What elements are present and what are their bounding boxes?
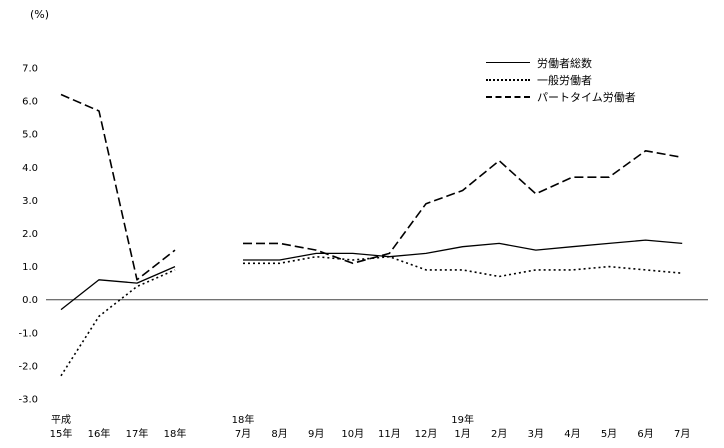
y-axis-tick-label: -2.0: [18, 361, 38, 372]
x-axis-tick-label: 7月: [235, 428, 251, 440]
x-axis-era-label: 平成: [51, 414, 71, 426]
x-axis-era-label: 19年: [451, 413, 474, 426]
legend-item-parttime-workers: パートタイム労働者: [486, 90, 636, 104]
legend-item-general-workers: 一般労働者: [486, 73, 636, 87]
y-axis-tick-label: 5.0: [22, 130, 38, 141]
solid-line-icon: [486, 62, 530, 63]
x-axis-tick-label: 2月: [491, 428, 507, 440]
x-axis-tick-label: 8月: [271, 428, 287, 440]
x-axis-tick-label: 1月: [454, 428, 470, 440]
x-axis-era-label: 18年: [232, 413, 255, 426]
series-line-solid: [243, 239, 683, 261]
y-axis-tick-label: -1.0: [18, 328, 38, 339]
series-line-dashed: [60, 93, 176, 281]
series-line-dashed: [243, 150, 683, 265]
y-axis-tick-label: 4.0: [22, 163, 38, 174]
x-axis-tick-label: 18年: [164, 427, 187, 440]
chart-legend: 労働者総数 一般労働者 パートタイム労働者: [486, 56, 636, 104]
x-axis-tick-label: 15年: [50, 427, 73, 440]
x-axis-tick-label: 5月: [601, 428, 617, 440]
series-line-dotted: [243, 255, 683, 278]
x-axis-tick-label: 16年: [88, 427, 111, 440]
y-axis-tick-label: 6.0: [22, 97, 38, 108]
y-axis-tick-label: -3.0: [18, 395, 38, 406]
x-axis-tick-label: 12月: [415, 428, 438, 440]
y-axis-tick-label: 3.0: [22, 196, 38, 207]
dotted-line-icon: [486, 78, 530, 81]
x-axis-tick-label: 4月: [564, 428, 580, 440]
x-axis-tick-label: 6月: [637, 428, 653, 440]
legend-label-parttime-workers: パートタイム労働者: [537, 90, 636, 104]
y-axis-tick-label: 2.0: [22, 229, 38, 240]
x-axis-tick-label: 3月: [528, 428, 544, 440]
series-line-dotted: [60, 269, 176, 377]
legend-item-total-workers: 労働者総数: [486, 56, 636, 70]
x-axis-tick-label: 9月: [308, 428, 324, 440]
legend-label-total-workers: 労働者総数: [537, 56, 592, 70]
y-axis-tick-label: 1.0: [22, 262, 38, 273]
y-axis-tick-label: 7.0: [22, 64, 38, 75]
y-axis-unit-label: (%): [30, 8, 50, 21]
y-axis-tick-label: 0.0: [22, 295, 38, 306]
legend-label-general-workers: 一般労働者: [537, 73, 592, 87]
x-axis-tick-label: 7月: [674, 428, 690, 440]
x-axis-tick-label: 10月: [341, 428, 364, 440]
series-line-solid: [60, 266, 176, 311]
x-axis-tick-label: 11月: [378, 428, 401, 440]
x-axis-tick-label: 17年: [126, 427, 149, 440]
dashed-line-icon: [486, 95, 530, 98]
